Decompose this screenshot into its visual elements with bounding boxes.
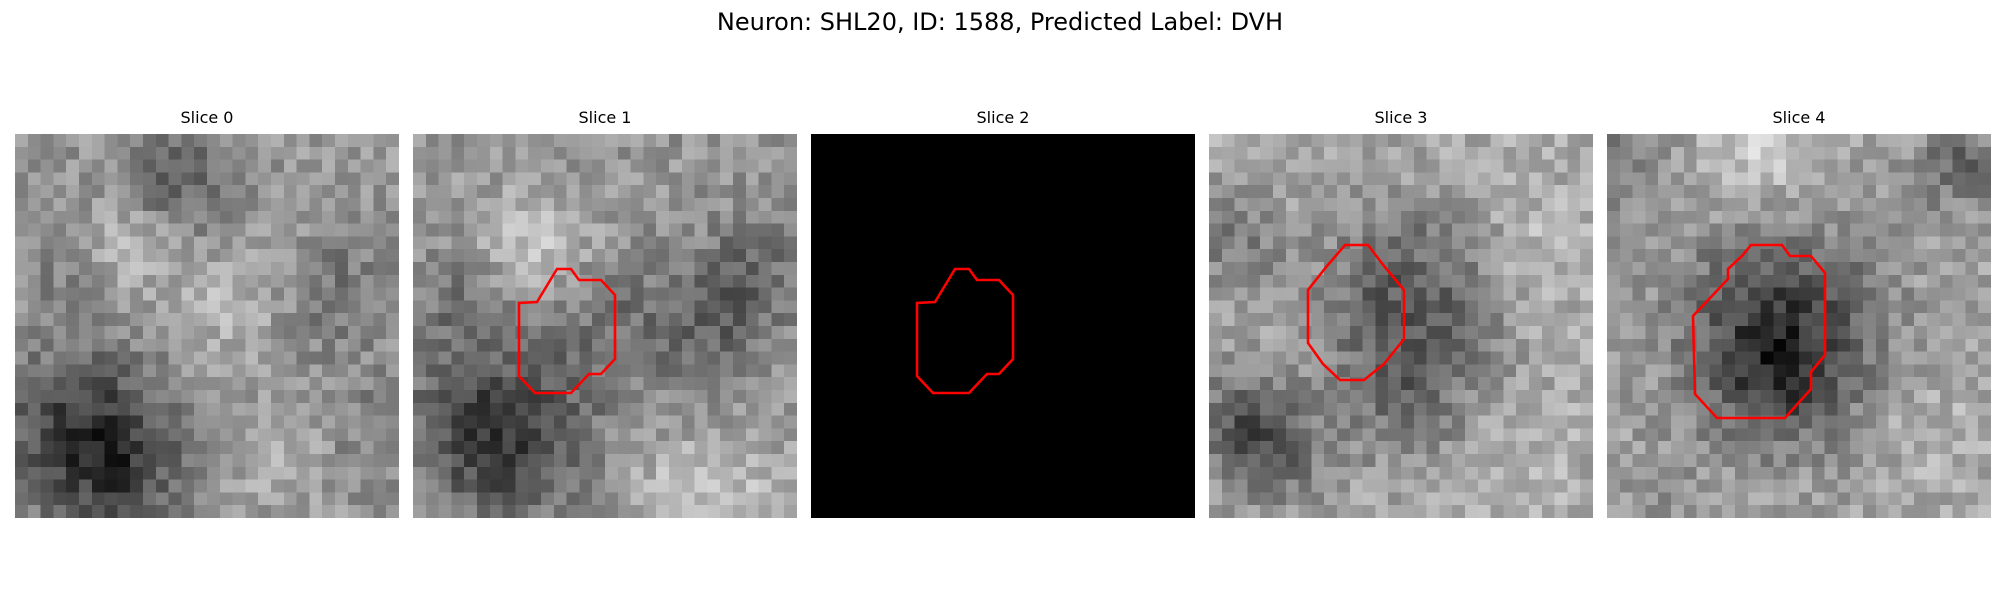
- neuron-contour: [517, 267, 617, 395]
- slice-panel-4: Slice 4: [1607, 108, 1991, 518]
- contour-outline: [517, 267, 617, 395]
- slice-image: [811, 134, 1195, 518]
- neuron-contour: [1691, 243, 1827, 420]
- neuron-contour: [1306, 243, 1406, 382]
- slice-title: Slice 1: [578, 108, 632, 127]
- slice-panel-2: Slice 2: [811, 108, 1195, 518]
- slice-panel-0: Slice 0: [15, 108, 399, 518]
- neuron-contour: [915, 267, 1015, 395]
- contour-outline: [915, 267, 1015, 395]
- slice-title: Slice 0: [180, 108, 234, 127]
- slice-panel-3: Slice 3: [1209, 108, 1593, 518]
- slice-title: Slice 4: [1772, 108, 1826, 127]
- slice-panel-1: Slice 1: [413, 108, 797, 518]
- figure-title: Neuron: SHL20, ID: 1588, Predicted Label…: [716, 8, 1284, 36]
- slice-title: Slice 2: [976, 108, 1030, 127]
- contour-outline: [1306, 243, 1406, 382]
- contour-outline: [1691, 243, 1827, 420]
- slice-image: [1209, 134, 1593, 518]
- slice-image: [1607, 134, 1991, 518]
- slice-image: [413, 134, 797, 518]
- slice-title: Slice 3: [1374, 108, 1428, 127]
- slice-image: [15, 134, 399, 518]
